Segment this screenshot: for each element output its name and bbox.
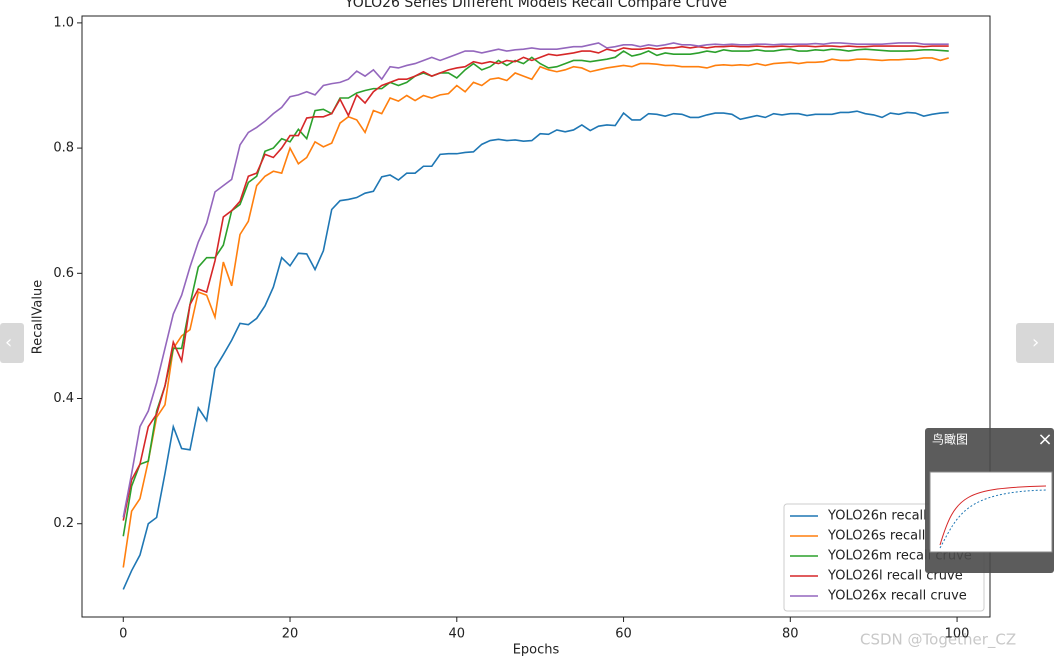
overview-thumbnail[interactable] — [929, 471, 1053, 553]
overview-title: 鸟瞰图 — [932, 432, 968, 447]
x-tick-label: 20 — [282, 627, 299, 642]
x-tick-label: 100 — [945, 627, 970, 642]
legend-label: YOLO26x recall cruve — [827, 589, 967, 604]
series-line — [122, 57, 949, 568]
y-tick-label: 0.4 — [53, 391, 74, 406]
chart-title: YOLO26 Series Different Models Recall Co… — [344, 0, 727, 11]
next-bg[interactable] — [1016, 323, 1054, 363]
y-tick-label: 0.8 — [53, 141, 74, 156]
y-axis-label: RecallValue — [31, 280, 46, 354]
x-tick-label: 80 — [782, 627, 799, 642]
series-line — [122, 48, 949, 537]
prev-icon[interactable]: ‹ — [5, 332, 12, 353]
series-line — [122, 110, 949, 590]
thumbnail-curve — [939, 485, 1047, 546]
y-tick-label: 0.2 — [53, 516, 74, 531]
x-tick-label: 0 — [119, 627, 127, 642]
watermark: CSDN @Together_CZ — [860, 631, 1016, 650]
plot-frame — [81, 15, 991, 618]
x-axis-label: Epochs — [513, 643, 560, 656]
y-tick-label: 1.0 — [53, 15, 74, 30]
prev-bg[interactable] — [0, 323, 24, 363]
series-line — [122, 42, 949, 518]
x-tick-label: 60 — [615, 627, 632, 642]
next-button[interactable]: › — [1016, 323, 1054, 363]
prev-button[interactable]: ‹ — [0, 323, 24, 363]
y-tick-label: 0.6 — [53, 266, 74, 281]
overview-close[interactable]: × — [1037, 429, 1052, 450]
series-line — [122, 45, 949, 521]
x-tick-label: 40 — [449, 627, 466, 642]
overview-panel: 鸟瞰图 × — [925, 428, 1054, 573]
plot-lines — [122, 42, 949, 590]
next-icon[interactable]: › — [1032, 332, 1039, 353]
